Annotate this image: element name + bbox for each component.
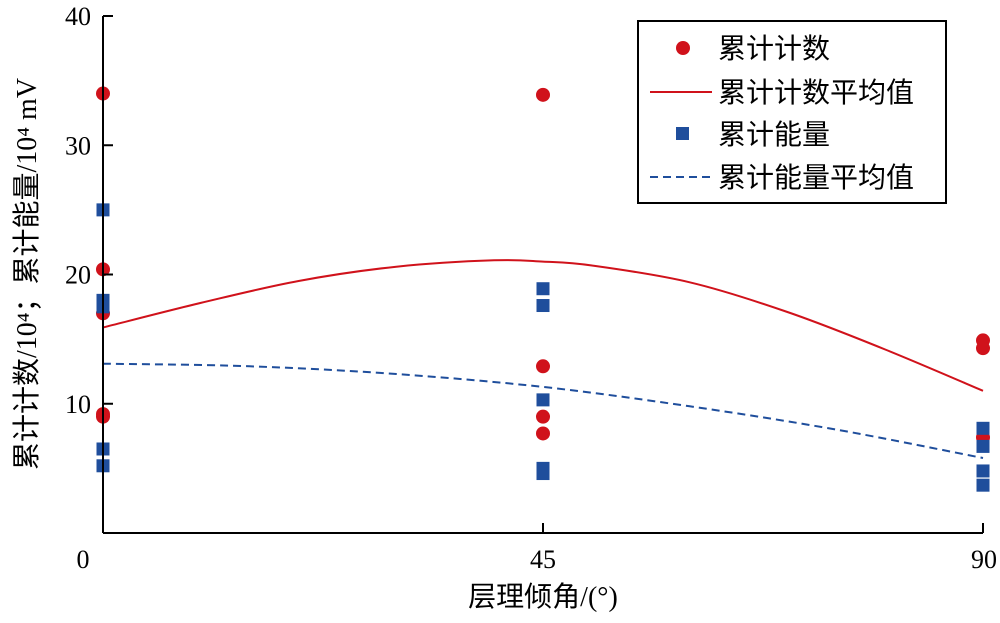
data-point-energy: [976, 464, 990, 478]
x-tick-label: 0: [77, 545, 90, 574]
series-line-3: [102, 362, 984, 459]
data-point-count: [536, 87, 550, 102]
legend-marker-energy: [676, 127, 689, 140]
legend-label-count-mean: 累计计数平均值: [718, 77, 914, 109]
legend-label-energy: 累计能量: [718, 119, 830, 151]
ticks: 10 20 30 40 0 45 90: [65, 2, 997, 574]
data-point-energy: [976, 439, 990, 453]
series-line-1: [102, 258, 984, 392]
y-tick-label: 20: [65, 261, 91, 290]
data-point-energy: [976, 478, 990, 492]
data-point-energy: [536, 393, 550, 407]
legend-label-count: 累计计数: [718, 33, 830, 65]
legend-box: [637, 20, 947, 204]
legend-label-energy-mean: 累计能量平均值: [718, 162, 914, 194]
x-tick-label: 90: [971, 545, 997, 574]
x-tick-label: 45: [530, 545, 556, 574]
data-point-energy: [536, 467, 550, 481]
data-point-energy: [536, 299, 550, 313]
data-point-energy: [536, 282, 550, 296]
data-point-count: [536, 409, 550, 424]
data-point-count: [536, 359, 550, 374]
y-tick-label: 40: [65, 2, 91, 31]
x-axis-label: 层理倾角/(°): [468, 581, 618, 613]
y-tick-label: 30: [65, 131, 91, 160]
y-axis-label: 累计计数/10⁴；累计能量/10⁴ mV: [11, 78, 43, 470]
y-tick-label: 10: [65, 390, 91, 419]
data-point-count: [536, 426, 550, 441]
data-point-energy: [976, 421, 990, 435]
plot-area: [96, 86, 990, 492]
legend-marker-count: [676, 41, 690, 55]
data-point-count: [976, 341, 990, 356]
legend: 累计计数 累计计数平均值 累计能量 累计能量平均值: [637, 20, 947, 204]
